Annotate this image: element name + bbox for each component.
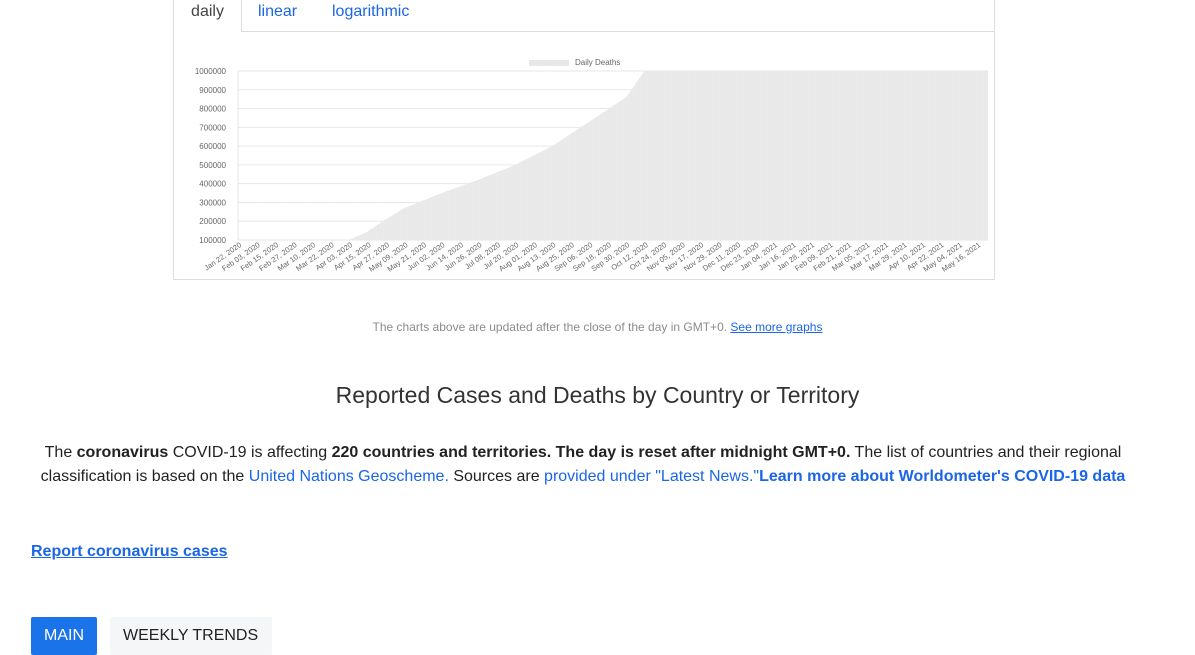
y-tick-label: 600000 — [199, 142, 226, 151]
chart-update-text: The charts above are updated after the c… — [372, 320, 731, 334]
y-tick-label: 700000 — [199, 123, 226, 132]
y-tick-label: 500000 — [199, 161, 226, 170]
weekly-trends-tab-button[interactable]: WEEKLY TRENDS — [110, 617, 272, 655]
chart-update-note: The charts above are updated after the c… — [0, 320, 1195, 334]
y-tick-label: 100000 — [199, 236, 226, 245]
tab-daily[interactable]: daily — [174, 0, 242, 32]
tab-logarithmic[interactable]: logarithmic — [316, 0, 425, 31]
tab-daily-label: daily — [191, 3, 224, 20]
tab-logarithmic-label: logarithmic — [332, 3, 410, 20]
y-tick-label: 900000 — [199, 86, 226, 95]
legend-swatch — [529, 60, 569, 66]
tab-linear[interactable]: linear — [242, 0, 313, 31]
y-tick-label: 400000 — [199, 180, 226, 189]
intro-text-1: The — [44, 444, 77, 461]
daily-deaths-area — [238, 71, 988, 240]
learn-more-link[interactable]: Learn more about Worldometer's COVID-19 … — [759, 468, 1126, 485]
section-title: Reported Cases and Deaths by Country or … — [335, 382, 860, 408]
intro-paragraph: The coronavirus COVID-19 is affecting 22… — [28, 441, 1138, 489]
report-cases-link[interactable]: Report coronavirus cases — [31, 543, 228, 560]
chart-panel: daily linear logarithmic Daily Deaths 100… — [173, 0, 995, 280]
tab-linear-label: linear — [258, 3, 298, 20]
see-more-graphs-link[interactable]: See more graphs — [730, 320, 823, 334]
intro-text-4: Sources are — [448, 468, 545, 485]
intro-bold-countries: 220 countries and territories. The day i… — [331, 444, 851, 461]
daily-deaths-chart: Daily Deaths 100000 200000 300000 400000 5000… — [195, 58, 988, 274]
chart-tab-strip: daily linear logarithmic — [174, 0, 994, 32]
latest-news-link[interactable]: provided under "Latest News." — [544, 468, 760, 485]
y-tick-label: 200000 — [199, 217, 226, 226]
y-tick-label: 300000 — [199, 198, 226, 207]
main-tab-button[interactable]: MAIN — [31, 617, 97, 655]
intro-text-2: COVID-19 is affecting — [168, 444, 332, 461]
y-tick-label: 1000000 — [195, 67, 227, 76]
intro-bold-coronavirus: coronavirus — [76, 444, 169, 461]
y-tick-label: 800000 — [199, 105, 226, 114]
intro-text-3: The list of countries and their regional… — [40, 444, 1122, 485]
legend-label: Daily Deaths — [575, 58, 620, 67]
un-geoscheme-link[interactable]: United Nations Geoscheme. — [248, 468, 449, 485]
